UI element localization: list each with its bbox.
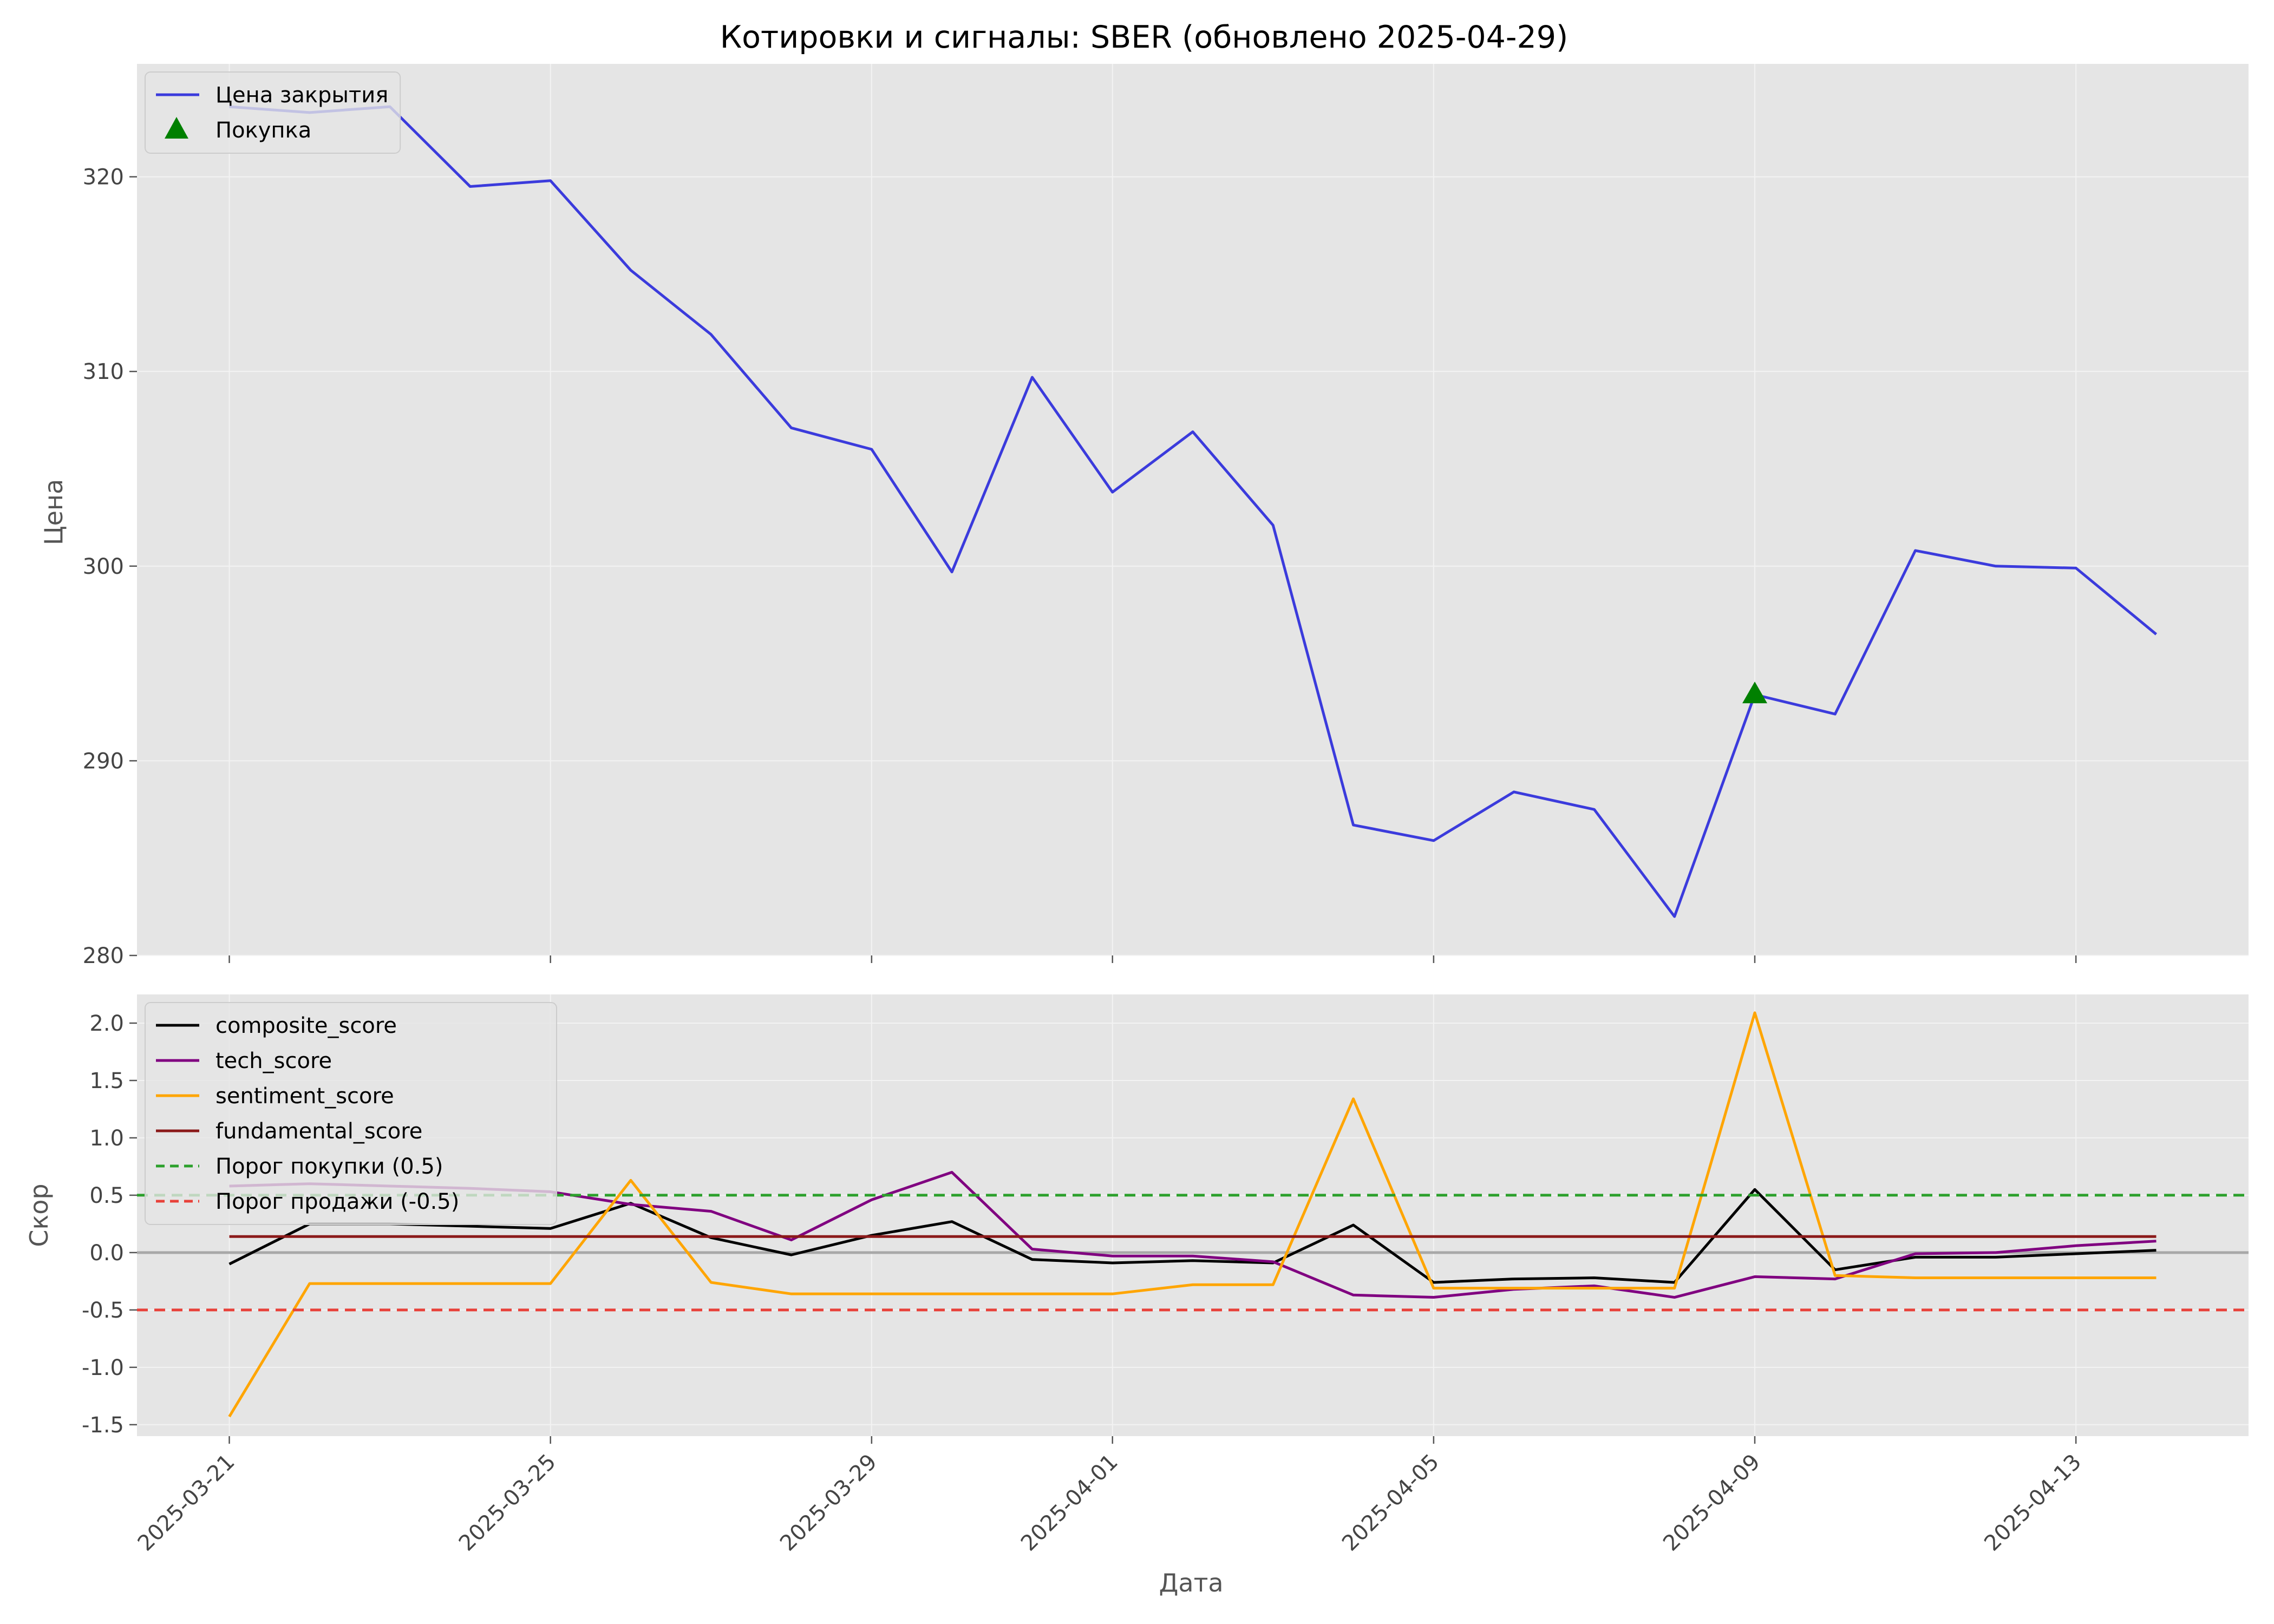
price-plot-area xyxy=(137,64,2249,955)
score-y-tick-label: -1.5 xyxy=(82,1413,124,1438)
legend-box xyxy=(145,1002,557,1225)
price-x-tick-marks xyxy=(228,955,2077,963)
score-y-axis-label: Скор xyxy=(24,1183,54,1247)
price-y-axis: 280 290 300 310 320 xyxy=(83,165,137,968)
buy-signal-marker xyxy=(1742,682,1768,704)
composite-score-line xyxy=(228,1188,2157,1284)
price-legend: Цена закрытия Покупка xyxy=(145,71,401,154)
score-y-tick-label: 2.0 xyxy=(89,1011,124,1036)
legend-box xyxy=(145,71,401,154)
legend-label: tech_score xyxy=(215,1049,332,1073)
x-axis-label: Дата xyxy=(1159,1568,1223,1597)
score-y-tick-label: 0.5 xyxy=(89,1183,124,1208)
legend-label: fundamental_score xyxy=(215,1119,422,1144)
price-y-axis-label: Цена xyxy=(39,479,68,545)
score-y-tick-label: 1.5 xyxy=(89,1069,124,1093)
price-gridlines xyxy=(137,64,2249,956)
price-y-tick-label: 310 xyxy=(83,359,124,384)
legend-label: composite_score xyxy=(215,1013,397,1038)
score-y-tick-label: -1.0 xyxy=(82,1355,124,1380)
score-panel: -1.5-1.0-0.50.00.51.01.52.0 2025-03-21 20… xyxy=(24,994,2249,1556)
close-price-line xyxy=(229,105,2158,918)
price-y-tick-label: 320 xyxy=(83,165,124,190)
score-legend: composite_score tech_score sentiment_score… xyxy=(145,1002,557,1225)
legend-label: Порог покупки (0.5) xyxy=(215,1154,443,1179)
legend-marker xyxy=(165,117,188,139)
legend-label: Покупка xyxy=(215,118,311,143)
figure-title: Котировки и сигналы: SBER (обновлено 202… xyxy=(720,19,1569,55)
price-series-layer xyxy=(229,105,2158,918)
score-y-tick-label: -0.5 xyxy=(82,1298,124,1323)
legend-label: Цена закрытия xyxy=(215,83,388,108)
score-y-tick-label: 0.0 xyxy=(89,1241,124,1266)
price-y-tick-label: 290 xyxy=(83,749,124,774)
price-y-tick-label: 300 xyxy=(83,554,124,579)
legend-label: Порог продажи (-0.5) xyxy=(215,1189,459,1214)
score-y-axis: -1.5 -1.0 -0.5 0.0 0.5 1.0 1.5 2.0 xyxy=(82,1011,137,1438)
sentiment-score-line xyxy=(228,1011,2157,1418)
price-y-tick-label: 280 xyxy=(83,944,124,968)
score-y-tick-label: 1.0 xyxy=(89,1126,124,1151)
legend-label: sentiment_score xyxy=(215,1084,394,1109)
price-panel: 280 290 300 310 320 Цена Цена закрытия Покупк… xyxy=(39,64,2249,968)
score-series-layer xyxy=(137,1011,2249,1418)
